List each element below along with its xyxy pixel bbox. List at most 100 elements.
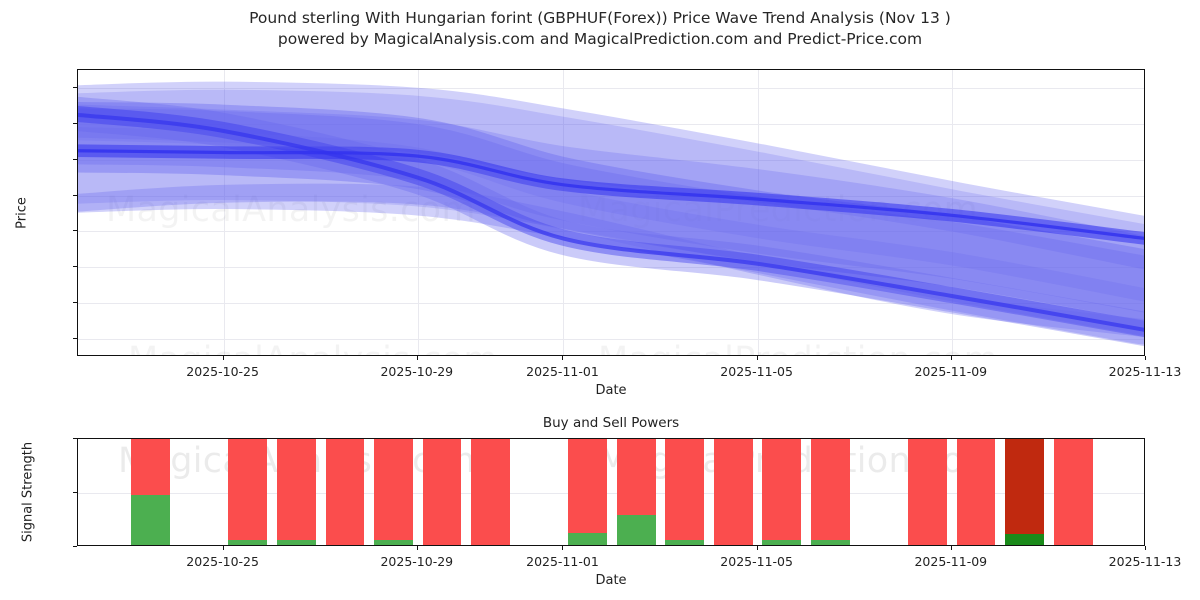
gridline-horizontal	[78, 267, 1144, 269]
gridline-vertical	[757, 70, 759, 355]
bar-segment-buy	[762, 539, 802, 545]
bar-segment-buy	[811, 539, 850, 545]
power-x-tick-label: 2025-11-09	[914, 554, 988, 569]
bar-segment-buy	[277, 539, 316, 545]
gridline-horizontal	[78, 339, 1144, 341]
bar-stack	[325, 439, 365, 545]
gridline-horizontal	[78, 231, 1144, 233]
bar-segment-buy	[374, 539, 413, 545]
power-x-tick-label: 2025-11-01	[526, 554, 599, 569]
gridline-horizontal	[78, 493, 1144, 494]
power-x-tick-mark	[1145, 546, 1146, 550]
power-y-tick-mark	[73, 492, 77, 493]
price-y-tick-mark	[73, 230, 77, 232]
gridline-horizontal	[78, 123, 1144, 125]
bar-stack	[277, 439, 316, 545]
buy-sell-y-axis-label: Signal Strength	[20, 441, 36, 543]
bar-segment-sell	[422, 439, 462, 545]
gridline-horizontal	[78, 159, 1144, 161]
wave-band	[78, 89, 1144, 336]
price-x-tick-mark	[222, 356, 224, 360]
page-title: Pound sterling With Hungarian forint (GB…	[0, 8, 1200, 50]
power-x-tick-mark	[756, 546, 758, 550]
bar-segment-sell	[908, 439, 947, 545]
price-x-tick-mark	[756, 356, 758, 360]
bar-segment-buy	[665, 539, 705, 545]
price-y-tick-mark	[73, 158, 77, 160]
bar-stack	[131, 439, 171, 545]
power-x-tick-mark	[222, 546, 224, 550]
bar-stack	[422, 439, 462, 545]
price-x-tick-label: 2025-11-13	[1108, 364, 1182, 379]
price-x-tick-label: 2025-11-01	[526, 364, 599, 379]
gridline-horizontal	[78, 195, 1144, 197]
power-x-tick-label: 2025-11-13	[1108, 554, 1182, 569]
wave-band	[78, 108, 1144, 313]
wave-band	[78, 127, 1144, 302]
bar-segment-sell	[713, 439, 753, 545]
price-y-tick-mark	[73, 302, 77, 304]
bar-stack	[568, 439, 608, 545]
bar-segment-sell	[228, 439, 268, 540]
price-x-tick-mark	[1145, 356, 1146, 360]
bar-stack	[228, 439, 268, 545]
price-x-tick-mark	[950, 356, 952, 360]
bar-stack	[1005, 439, 1045, 545]
bar-segment-sell	[762, 439, 802, 540]
bar-segment-sell	[325, 439, 365, 545]
bar-segment-buy	[131, 495, 171, 545]
price-y-tick-mark	[73, 122, 77, 124]
wave-band	[78, 183, 1144, 338]
bar-segment-sell	[471, 439, 511, 545]
bar-segment-sell	[665, 439, 705, 540]
bar-segment-sell	[568, 439, 608, 534]
bar-segment-sell	[811, 439, 850, 540]
bar-segment-buy	[228, 539, 268, 545]
bar-segment-sell	[131, 439, 171, 496]
bar-stack	[713, 439, 753, 545]
bar-stack	[762, 439, 802, 545]
bar-segment-buy	[568, 533, 608, 545]
price-x-tick-mark	[416, 356, 418, 360]
bar-stack	[1053, 439, 1093, 545]
price-y-tick-mark	[73, 194, 77, 196]
power-x-tick-mark	[950, 546, 952, 550]
price-y-axis-label: Price	[14, 196, 30, 229]
price-x-tick-mark	[562, 356, 564, 360]
price-y-tick-mark	[73, 266, 77, 268]
gridline-horizontal	[78, 87, 1144, 89]
buy-sell-x-axis-label: Date	[595, 573, 627, 588]
buy-sell-title: Buy and Sell Powers	[542, 415, 680, 431]
price-x-tick-label: 2025-10-25	[186, 364, 259, 379]
wave-secondary-line	[78, 112, 1144, 332]
bar-segment-buy	[616, 514, 656, 545]
price-x-tick-label: 2025-11-05	[720, 364, 793, 379]
gridline-vertical	[563, 70, 565, 355]
power-y-tick-mark	[73, 438, 77, 439]
bar-segment-sell	[1053, 439, 1093, 545]
price-wave-bands	[78, 81, 1144, 346]
wave-core-line	[78, 149, 1144, 240]
price-x-tick-label: 2025-10-29	[380, 364, 454, 379]
buy-sell-plot-area: MagicalAnalysis.com MagicalPrediction.co…	[77, 438, 1145, 546]
bar-stack	[811, 439, 850, 545]
power-x-tick-label: 2025-11-05	[720, 554, 793, 569]
power-x-tick-label: 2025-10-29	[380, 554, 454, 569]
power-x-tick-label: 2025-10-25	[186, 554, 259, 569]
bar-segment-sell	[616, 439, 656, 515]
bar-stack	[471, 439, 511, 545]
bar-segment-sell	[1005, 439, 1045, 535]
gridline-vertical	[223, 70, 225, 355]
title-line-1: Pound sterling With Hungarian forint (GB…	[249, 9, 951, 27]
wave-band	[78, 102, 1144, 321]
price-x-tick-label: 2025-11-09	[914, 364, 988, 379]
wave-band	[78, 81, 1144, 345]
power-y-tick-mark	[73, 546, 77, 547]
price-y-tick-mark	[73, 338, 77, 340]
price-x-axis-label: Date	[595, 383, 627, 398]
price-y-tick-mark	[73, 86, 77, 88]
gridline-vertical	[417, 70, 419, 355]
bar-segment-buy	[1005, 534, 1045, 545]
gridline-horizontal	[78, 303, 1144, 305]
